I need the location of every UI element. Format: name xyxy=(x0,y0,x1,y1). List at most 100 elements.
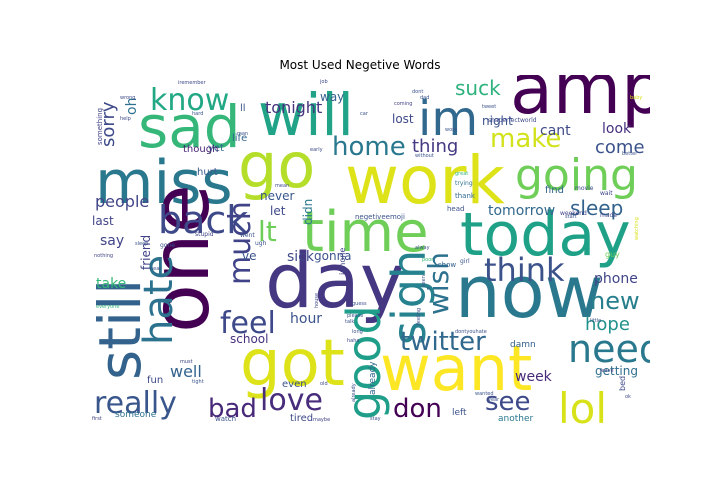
word-bad: bad xyxy=(208,394,257,424)
word-will: will xyxy=(258,81,354,149)
word-home: home xyxy=(332,132,406,162)
word-today: today xyxy=(460,200,631,270)
word-wrong: wrong xyxy=(120,95,135,101)
word-another: another xyxy=(498,414,533,424)
word-wish: wish xyxy=(422,252,455,315)
word-good: good xyxy=(337,305,391,420)
word-week: week xyxy=(515,369,553,385)
word-dontyouhate: dontyouhate xyxy=(455,329,487,335)
word-nothing: nothing xyxy=(94,253,113,259)
word-know: know xyxy=(150,83,229,118)
word-last: last xyxy=(92,214,114,228)
word-night: night xyxy=(482,114,513,128)
word-sleep: sleep xyxy=(570,196,623,220)
word-lt: lt xyxy=(258,215,277,248)
word-ok: ok xyxy=(625,394,631,400)
word-little: little xyxy=(590,318,601,324)
word-going: going xyxy=(515,150,638,201)
word-don: don xyxy=(393,394,442,424)
word-wait: wait xyxy=(600,190,613,197)
word-much: much xyxy=(223,201,258,285)
word-head: head xyxy=(447,205,464,213)
word-movie: movie xyxy=(575,185,594,192)
word-oh: oh xyxy=(124,98,140,115)
word-sorry: sorry xyxy=(98,101,119,147)
word-let: let xyxy=(270,204,286,218)
word-haha: haha xyxy=(347,338,359,344)
word-help: help xyxy=(120,116,131,122)
word-car: car xyxy=(360,111,369,117)
word-start: start xyxy=(565,214,577,220)
word-iremember: iremember xyxy=(178,80,206,86)
word-poor: poor xyxy=(422,257,434,263)
word-sick: sick xyxy=(287,249,315,265)
word-still: still xyxy=(90,279,154,380)
word-though: though xyxy=(183,144,218,155)
word-new: new xyxy=(590,287,640,315)
word-look: look xyxy=(602,121,632,137)
word-mean: mean xyxy=(275,183,289,189)
word-phone: phone xyxy=(594,271,638,287)
word-guess: guess xyxy=(352,301,367,307)
word-damn: damn xyxy=(510,340,536,350)
word-stupid: stupid xyxy=(195,231,214,238)
word-hear: hear xyxy=(150,266,162,272)
word-never: never xyxy=(260,189,294,203)
word-lost: lost xyxy=(392,112,414,126)
word-made: made xyxy=(600,212,617,219)
word-shaperfectworld: shaperfectworld xyxy=(488,117,537,124)
word-make: make xyxy=(490,124,561,154)
word-time: time xyxy=(302,200,429,265)
word-gonna: gonna xyxy=(314,249,352,263)
word-dad: dad xyxy=(420,95,429,101)
word-guy: guy xyxy=(605,250,620,259)
word-old: old xyxy=(320,381,328,387)
word-seen: seen xyxy=(421,275,427,287)
word-suck: suck xyxy=(455,76,501,100)
word-long: long xyxy=(352,329,363,335)
word-take: take xyxy=(96,276,126,292)
word-work: work xyxy=(345,142,505,219)
word-tight: tight xyxy=(192,379,204,385)
word-talk: talk xyxy=(345,319,354,325)
word-cant: cant xyxy=(540,123,571,139)
word-everyone: everyone xyxy=(96,304,119,310)
word-year: year xyxy=(488,397,500,403)
word-really: really xyxy=(94,386,177,421)
word-job: job xyxy=(319,79,328,85)
word-early: early xyxy=(310,147,323,153)
word-already: already xyxy=(351,383,357,402)
word-twitter: twitter xyxy=(400,327,486,357)
word-great: great xyxy=(455,171,468,177)
word-tonight: tonight xyxy=(265,98,322,117)
word-please: please xyxy=(347,313,363,319)
word-thank: thank xyxy=(455,192,476,200)
word-baby: baby xyxy=(630,95,642,101)
word-sigh: sigh xyxy=(382,250,436,345)
word-went: went xyxy=(240,232,255,239)
word-come: come xyxy=(595,137,645,158)
word-feeling: feeling xyxy=(416,308,422,325)
word-feel: feel xyxy=(220,306,276,341)
word-hurt: hurt xyxy=(197,167,218,178)
word-weekend: weekend xyxy=(560,210,587,217)
word-watch: watch xyxy=(215,415,236,423)
word-already: already xyxy=(368,361,378,395)
word-tweet: tweet xyxy=(482,104,496,110)
word-even: even xyxy=(282,379,307,390)
word-hate: hate xyxy=(136,255,182,345)
word-coming: coming xyxy=(394,101,412,107)
word-iphone: iphone xyxy=(338,248,347,275)
chart-title: Most Used Negetive Words xyxy=(279,58,441,72)
word-sleep: sleep xyxy=(135,241,148,247)
word-leave: leave xyxy=(600,368,614,374)
word-someone: someone xyxy=(115,410,157,420)
word-show: show xyxy=(438,261,456,269)
word-want: want xyxy=(380,332,532,405)
word-gone: gone xyxy=(160,242,175,249)
word-ve: ve xyxy=(242,249,256,263)
word-work: work xyxy=(445,127,457,133)
word-life: life xyxy=(232,133,247,144)
word-find: find xyxy=(545,185,564,196)
